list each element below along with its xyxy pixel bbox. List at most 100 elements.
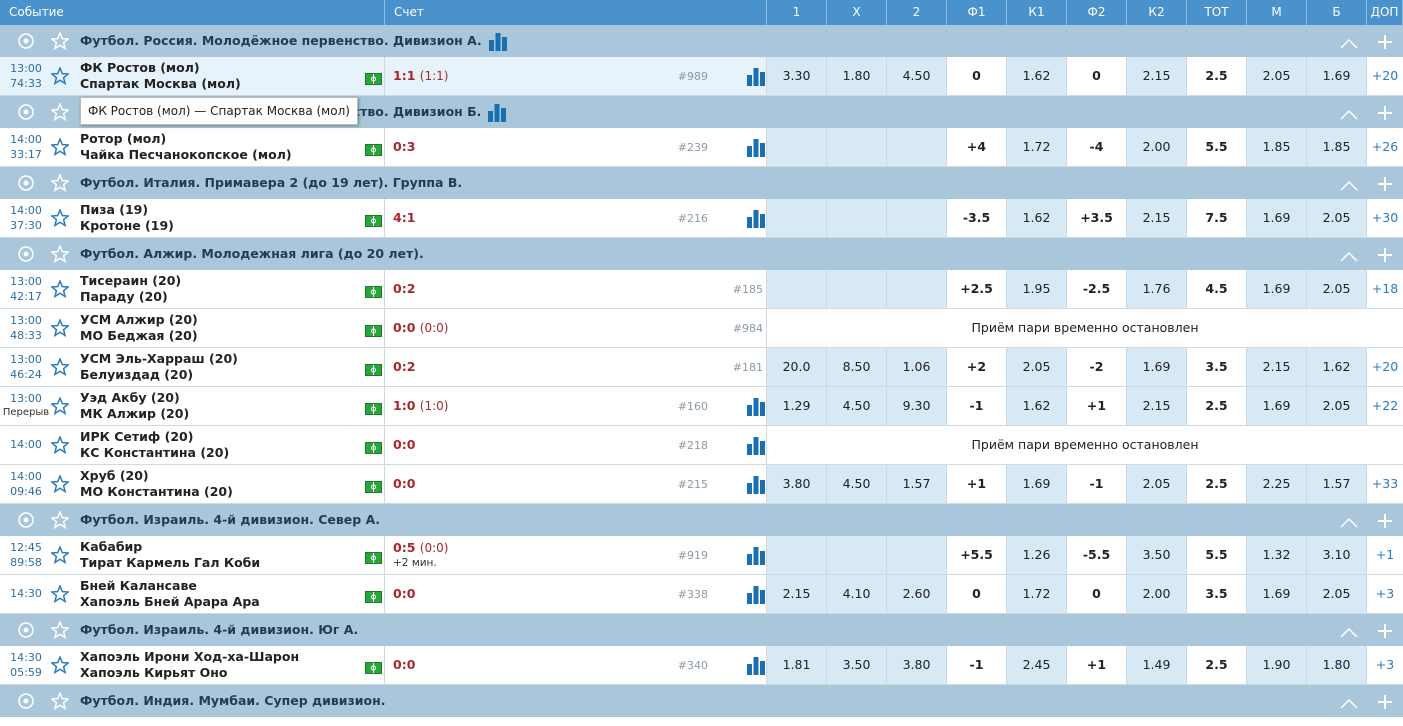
odds-cell[interactable]: 1.69 xyxy=(1307,57,1367,95)
odds-cell[interactable]: 1.69 xyxy=(1247,270,1307,308)
extra-bets[interactable]: +3 xyxy=(1375,657,1395,672)
odds-cell[interactable]: 2.05 xyxy=(1307,575,1367,613)
team-1[interactable]: Кабабир xyxy=(80,539,143,554)
odds-cell[interactable]: 1.76 xyxy=(1127,270,1187,308)
odds-cell[interactable]: +1 xyxy=(947,465,1007,503)
header-cell[interactable]: Ф1 xyxy=(947,0,1007,25)
stats-icon[interactable] xyxy=(746,584,766,608)
team-1[interactable]: УСМ Алжир (20) xyxy=(80,312,198,327)
odds-cell[interactable]: -1 xyxy=(947,387,1007,425)
league-title[interactable]: Футбол. Италия. Примавера 2 (до 19 лет).… xyxy=(80,175,463,190)
odds-cell[interactable]: 1.80 xyxy=(1307,646,1367,684)
odds-cell[interactable]: -2 xyxy=(1067,348,1127,386)
collapse-chevron[interactable] xyxy=(1340,695,1358,714)
team-2[interactable]: КС Константина (20) xyxy=(80,445,230,460)
collapse-chevron[interactable] xyxy=(1340,35,1358,54)
event-id[interactable]: #181 xyxy=(732,361,763,374)
odds-cell[interactable]: 7.5 xyxy=(1187,199,1247,237)
extra-bets[interactable]: +18 xyxy=(1371,281,1399,296)
odds-cell[interactable]: +1 xyxy=(1067,387,1127,425)
event-id[interactable]: #919 xyxy=(677,549,708,562)
odds-cell[interactable]: 2.00 xyxy=(1127,575,1187,613)
odds-cell[interactable]: 5.5 xyxy=(1187,536,1247,574)
odds-cell[interactable]: 2.15 xyxy=(1127,57,1187,95)
odds-cell[interactable]: 1.72 xyxy=(1007,128,1067,166)
header-cell[interactable]: М xyxy=(1247,0,1307,25)
odds-cell[interactable]: 1.57 xyxy=(1307,465,1367,503)
collapse-chevron[interactable] xyxy=(1340,248,1358,267)
odds-cell[interactable]: 3.80 xyxy=(767,465,827,503)
odds-cell[interactable]: 3.10 xyxy=(1307,536,1367,574)
event-id[interactable]: #984 xyxy=(732,322,763,335)
extra-bets[interactable]: +33 xyxy=(1371,476,1399,491)
odds-cell[interactable] xyxy=(827,199,887,237)
favorite-star[interactable] xyxy=(49,318,71,341)
odds-cell[interactable]: 1.81 xyxy=(767,646,827,684)
odds-cell[interactable]: 0 xyxy=(947,575,1007,613)
odds-cell[interactable]: +3.5 xyxy=(1067,199,1127,237)
stats-icon[interactable] xyxy=(746,545,766,569)
team-1[interactable]: Тисераин (20) xyxy=(80,273,182,288)
team-1[interactable]: Пиза (19) xyxy=(80,202,149,217)
odds-cell[interactable]: 1.69 xyxy=(1127,348,1187,386)
header-cell[interactable]: 2 xyxy=(887,0,947,25)
collapse-chevron[interactable] xyxy=(1340,624,1358,643)
odds-cell[interactable]: 1.85 xyxy=(1247,128,1307,166)
team-2[interactable]: МК Алжир (20) xyxy=(80,406,190,421)
favorite-star[interactable] xyxy=(49,474,71,497)
event-id[interactable]: #340 xyxy=(677,659,708,672)
favorite-star[interactable] xyxy=(49,655,71,678)
team-1[interactable]: Ротор (мол) xyxy=(80,131,167,146)
extra-bets[interactable]: +1 xyxy=(1375,547,1395,562)
odds-cell[interactable]: +2 xyxy=(947,348,1007,386)
odds-cell[interactable] xyxy=(767,536,827,574)
odds-cell[interactable]: -3.5 xyxy=(947,199,1007,237)
odds-cell[interactable]: 2.05 xyxy=(1127,465,1187,503)
odds-cell[interactable]: 1.62 xyxy=(1007,199,1067,237)
favorite-star[interactable] xyxy=(49,31,71,54)
odds-cell[interactable]: 0 xyxy=(947,57,1007,95)
odds-cell[interactable] xyxy=(887,199,947,237)
team-2[interactable]: Чайка Песчанокопское (мол) xyxy=(80,147,292,162)
event-id[interactable]: #215 xyxy=(677,478,708,491)
add-button[interactable] xyxy=(1378,176,1392,195)
odds-cell[interactable]: 5.5 xyxy=(1187,128,1247,166)
header-cell[interactable]: Ф2 xyxy=(1067,0,1127,25)
odds-cell[interactable]: -5.5 xyxy=(1067,536,1127,574)
header-cell[interactable]: Б xyxy=(1307,0,1367,25)
extra-bets[interactable]: +20 xyxy=(1371,359,1399,374)
odds-cell[interactable]: 1.29 xyxy=(767,387,827,425)
stats-icon[interactable] xyxy=(746,655,766,679)
favorite-star[interactable] xyxy=(49,584,71,607)
league-title[interactable]: Футбол. Израиль. 4-й дивизион. Север А. xyxy=(80,512,381,527)
league-title[interactable]: Футбол. Израиль. 4-й дивизион. Юг А. xyxy=(80,622,359,637)
odds-cell[interactable]: 1.80 xyxy=(827,57,887,95)
odds-cell[interactable]: 4.50 xyxy=(827,465,887,503)
odds-cell[interactable]: 1.85 xyxy=(1307,128,1367,166)
odds-cell[interactable] xyxy=(767,199,827,237)
team-2[interactable]: Кротоне (19) xyxy=(80,218,174,233)
odds-cell[interactable]: -2.5 xyxy=(1067,270,1127,308)
league-title[interactable]: Футбол. Индия. Мумбаи. Супер дивизион. xyxy=(80,693,386,708)
odds-cell[interactable]: 2.5 xyxy=(1187,646,1247,684)
team-2[interactable]: Параду (20) xyxy=(80,289,168,304)
favorite-star[interactable] xyxy=(49,620,71,643)
odds-cell[interactable] xyxy=(827,270,887,308)
odds-cell[interactable] xyxy=(887,128,947,166)
odds-cell[interactable]: 3.5 xyxy=(1187,348,1247,386)
odds-cell[interactable]: 2.05 xyxy=(1307,387,1367,425)
team-2[interactable]: Белуиздад (20) xyxy=(80,367,194,382)
odds-cell[interactable]: -1 xyxy=(947,646,1007,684)
odds-cell[interactable]: 1.62 xyxy=(1007,57,1067,95)
favorite-star[interactable] xyxy=(49,208,71,231)
add-button[interactable] xyxy=(1378,34,1392,53)
odds-cell[interactable]: 0 xyxy=(1067,575,1127,613)
odds-cell[interactable] xyxy=(827,536,887,574)
odds-cell[interactable]: 1.32 xyxy=(1247,536,1307,574)
league-title[interactable]: Футбол. Алжир. Молодежная лига (до 20 ле… xyxy=(80,246,424,261)
team-1[interactable]: Хапоэль Ирони Ход-ха-Шарон xyxy=(80,649,300,664)
league-stats-icon[interactable] xyxy=(488,31,508,55)
odds-cell[interactable]: 4.10 xyxy=(827,575,887,613)
odds-cell[interactable]: 2.15 xyxy=(767,575,827,613)
team-1[interactable]: Уэд Акбу (20) xyxy=(80,390,180,405)
